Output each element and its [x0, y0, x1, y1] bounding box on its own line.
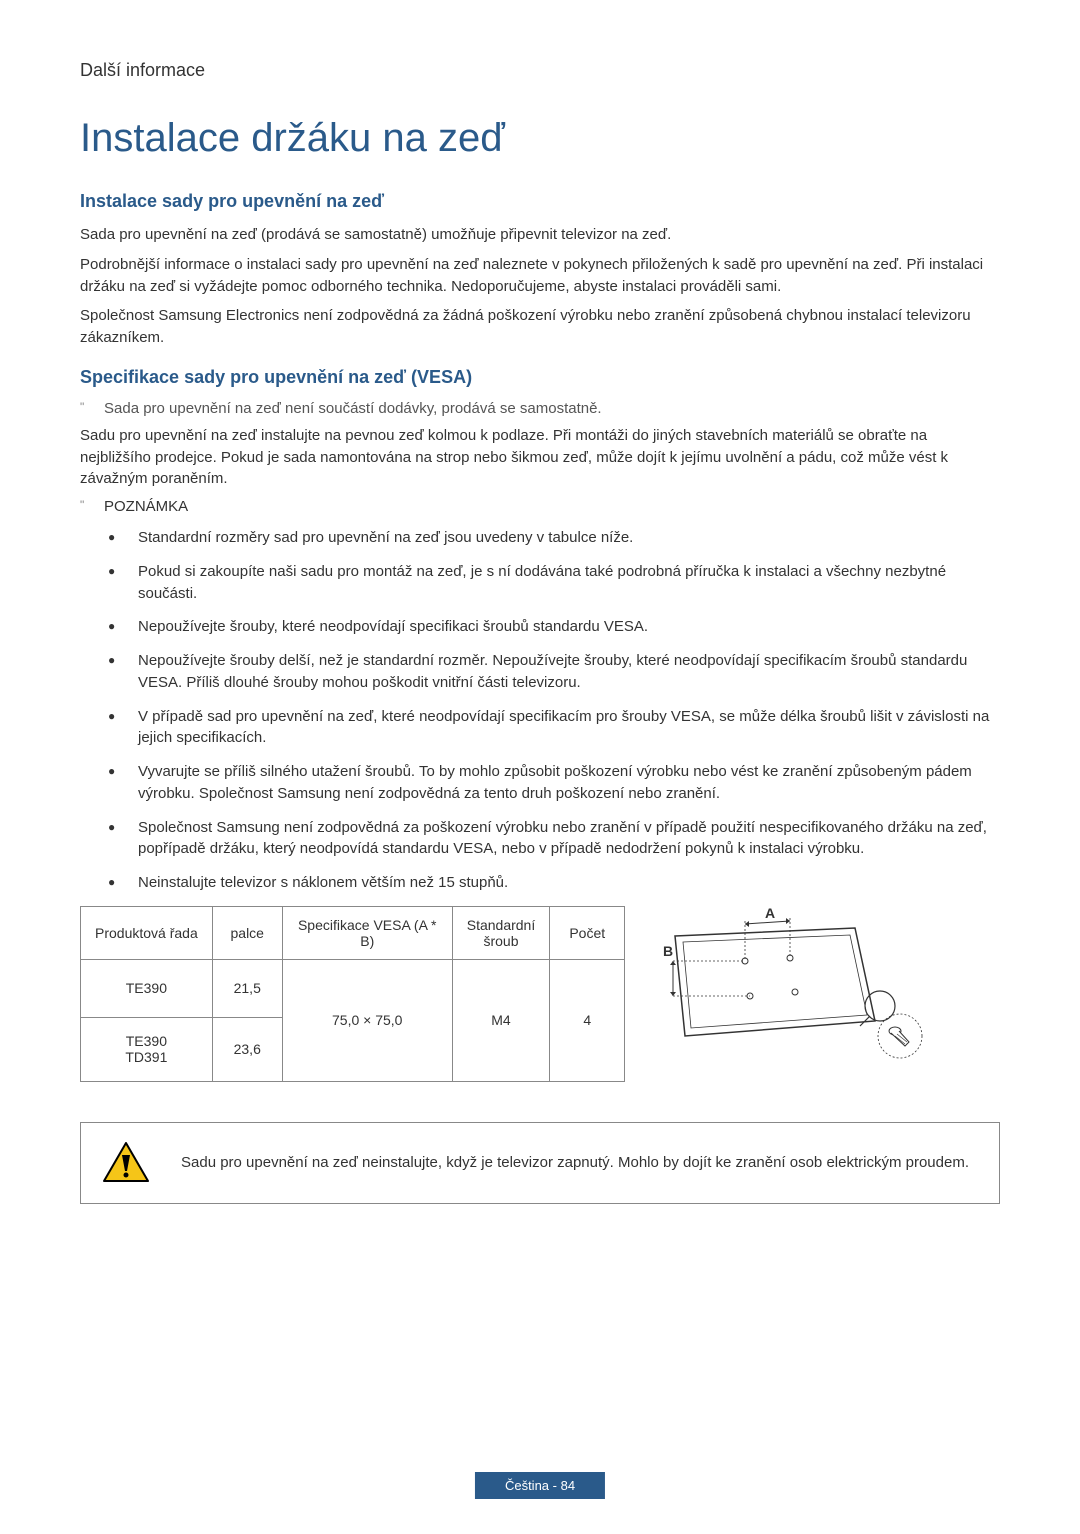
list-item: V případě sad pro upevnění na zeď, které…	[130, 706, 1000, 750]
page-header: Další informace	[80, 60, 1000, 81]
screw-icon	[889, 1027, 909, 1046]
table-cell: M4	[452, 959, 550, 1081]
diagram-label-b: B	[663, 943, 673, 959]
table-cell: TE390	[81, 959, 213, 1017]
table-cell: 75,0 × 75,0	[282, 959, 452, 1081]
list-item: Společnost Samsung není zodpovědná za po…	[130, 817, 1000, 861]
warning-text: Sadu pro upevnění na zeď neinstalujte, k…	[181, 1152, 969, 1174]
th-screw: Standardní šroub	[452, 906, 550, 959]
th-series: Produktová řada	[81, 906, 213, 959]
section1-p1: Sada pro upevnění na zeď (prodává se sam…	[80, 224, 1000, 246]
page-title: Instalace držáku na zeď	[80, 116, 1000, 161]
section1-title: Instalace sady pro upevnění na zeď	[80, 191, 1000, 212]
section1-p3: Společnost Samsung Electronics není zodp…	[80, 305, 1000, 349]
warning-triangle-icon	[101, 1141, 151, 1185]
page-footer: Čeština - 84	[475, 1472, 605, 1499]
list-item: Neinstalujte televizor s náklonem větším…	[130, 872, 1000, 894]
diagram-label-a: A	[765, 906, 775, 921]
section2-title: Specifikace sady pro upevnění na zeď (VE…	[80, 367, 1000, 388]
vesa-table: Produktová řada palce Specifikace VESA (…	[80, 906, 625, 1082]
table-cell: 4	[550, 959, 625, 1081]
list-item: Pokud si zakoupíte naši sadu pro montáž …	[130, 561, 1000, 605]
section2-note: Sada pro upevnění na zeď není součástí d…	[80, 400, 1000, 417]
th-vesa: Specifikace VESA (A * B)	[282, 906, 452, 959]
poznamka-label: POZNÁMKA	[80, 498, 1000, 515]
warning-box: Sadu pro upevnění na zeď neinstalujte, k…	[80, 1122, 1000, 1204]
list-item: Standardní rozměry sad pro upevnění na z…	[130, 527, 1000, 549]
table-cell: 23,6	[212, 1017, 282, 1081]
section1-p2: Podrobnější informace o instalaci sady p…	[80, 254, 1000, 298]
table-cell: TE390 TD391	[81, 1017, 213, 1081]
table-diagram-row: Produktová řada palce Specifikace VESA (…	[80, 906, 1000, 1082]
list-item: Nepoužívejte šrouby delší, než je standa…	[130, 650, 1000, 694]
list-item: Vyvarujte se příliš silného utažení šrou…	[130, 761, 1000, 805]
table-cell: 21,5	[212, 959, 282, 1017]
vesa-diagram: A B	[655, 906, 925, 1066]
bullet-list: Standardní rozměry sad pro upevnění na z…	[80, 527, 1000, 894]
list-item: Nepoužívejte šrouby, které neodpovídají …	[130, 616, 1000, 638]
th-count: Počet	[550, 906, 625, 959]
section2-p1: Sadu pro upevnění na zeď instalujte na p…	[80, 425, 1000, 490]
th-inches: palce	[212, 906, 282, 959]
